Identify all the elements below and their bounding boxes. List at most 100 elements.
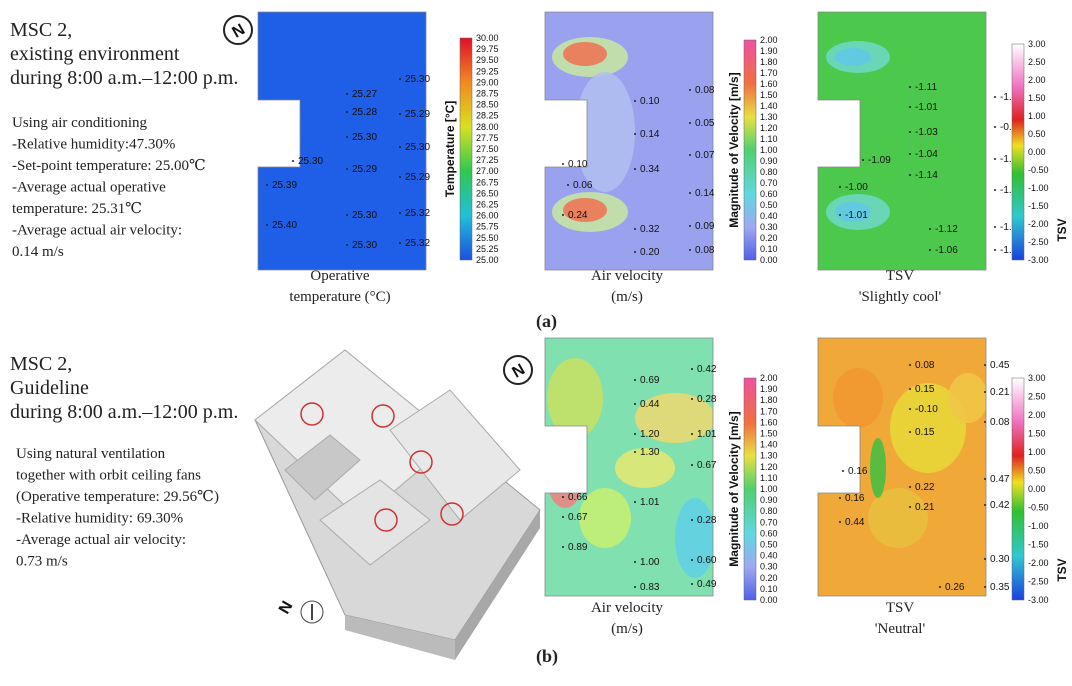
colorbar-tick-label: 0.50 [760, 540, 778, 550]
point-marker [984, 478, 986, 480]
map-region [563, 42, 607, 66]
point-label: 25.29 [405, 172, 430, 183]
colorbar-tick-label: 1.80 [760, 395, 778, 405]
point-marker [909, 506, 911, 508]
point-label: -1.04 [1000, 185, 1023, 196]
point-marker [562, 163, 564, 165]
point-label: 0.08 [695, 245, 715, 256]
colorbar-tick-label: -2.50 [1028, 237, 1049, 247]
colorbar-tick-label: 1.70 [760, 68, 778, 78]
colorbar-tick-label: 26.75 [476, 177, 499, 187]
point-label: 25.30 [405, 74, 430, 85]
colorbar-title: TSV [1055, 558, 1069, 581]
point-marker [994, 226, 996, 228]
map-base [258, 12, 426, 270]
colorbar-tick-label: 2.50 [1028, 57, 1046, 67]
point-label: -1.03 [915, 127, 938, 138]
panel-title: during 8:00 a.m.–12:00 p.m. [10, 401, 238, 423]
point-label: 0.34 [640, 164, 660, 175]
point-marker [634, 133, 636, 135]
point-marker [346, 168, 348, 170]
point-marker [994, 249, 996, 251]
colorbar-tick-label: 0.50 [1028, 466, 1046, 476]
colorbar-tick-label: 1.50 [760, 429, 778, 439]
colorbar-tick-label: 29.25 [476, 66, 499, 76]
point-label: 0.28 [697, 394, 717, 405]
point-label: -1.09 [868, 155, 891, 166]
panel-note: -Relative humidity: 69.30% [16, 511, 183, 527]
point-label: 0.08 [990, 417, 1010, 428]
point-marker [634, 403, 636, 405]
point-marker [634, 586, 636, 588]
colorbar-tick-label: 0.80 [760, 506, 778, 516]
panel-note: Using natural ventilation [16, 446, 166, 462]
point-marker [399, 113, 401, 115]
panel-note: -Average actual air velocity: [16, 532, 186, 548]
colorbar-tick-label: 0.20 [760, 573, 778, 583]
panel-title: during 8:00 a.m.–12:00 p.m. [10, 67, 238, 89]
colorbar [459, 37, 473, 261]
point-label: 0.69 [640, 375, 660, 386]
point-marker [984, 421, 986, 423]
point-marker [839, 497, 841, 499]
panel-note: (Operative temperature: 29.56℃) [16, 489, 219, 505]
point-marker [939, 586, 941, 588]
point-label: 25.29 [352, 164, 377, 175]
colorbar-tick-label: 26.25 [476, 200, 499, 210]
map-caption: 'Slightly cool' [859, 289, 942, 305]
colorbar [1011, 43, 1025, 261]
point-label: 1.30 [640, 447, 660, 458]
colorbar-tick-label: 1.40 [760, 440, 778, 450]
map-region [870, 438, 886, 498]
map-region [868, 488, 928, 548]
colorbar-title: TSV [1055, 218, 1069, 241]
colorbar-tick-label: 1.90 [760, 46, 778, 56]
point-label: 0.67 [568, 512, 588, 523]
colorbar-tick-label: 1.10 [760, 134, 778, 144]
map-region [575, 72, 635, 192]
point-marker [634, 251, 636, 253]
colorbar-tick-label: 1.20 [760, 462, 778, 472]
map-caption: (m/s) [611, 289, 643, 305]
point-label: 0.28 [697, 515, 717, 526]
panel-label: (a) [536, 311, 557, 332]
colorbar-tick-label: 1.50 [1028, 93, 1046, 103]
point-label: 0.09 [695, 221, 715, 232]
point-marker [909, 486, 911, 488]
colorbar-title: Temperature [°C] [443, 101, 457, 198]
colorbar-tick-label: 2.00 [760, 373, 778, 383]
map-caption: TSV [886, 268, 915, 284]
colorbar-tick-label: 1.50 [760, 90, 778, 100]
map-caption: Operative [310, 268, 369, 284]
point-label: 0.22 [915, 482, 935, 493]
map-caption: 'Neutral' [875, 621, 926, 637]
panel-note: Using air conditioning [12, 115, 147, 131]
point-marker [399, 212, 401, 214]
panel-note: together with orbit ceiling fans [16, 468, 201, 484]
point-label: 0.47 [990, 474, 1010, 485]
point-label: 0.16 [848, 466, 868, 477]
point-marker [562, 214, 564, 216]
point-marker [909, 388, 911, 390]
point-marker [562, 516, 564, 518]
colorbar-tick-label: 0.40 [760, 551, 778, 561]
colorbar-tick-label: 1.90 [760, 384, 778, 394]
map-region [835, 202, 871, 222]
point-label: 0.16 [845, 493, 865, 504]
panel-note: -Average actual operative [12, 180, 166, 196]
point-label: 0.21 [915, 502, 935, 513]
point-marker [399, 146, 401, 148]
point-marker [689, 89, 691, 91]
point-label: 25.30 [298, 156, 323, 167]
colorbar-tick-label: 0.40 [760, 211, 778, 221]
colorbar-tick-label: 0.70 [760, 517, 778, 527]
colorbar-tick-label: 2.50 [1028, 392, 1046, 402]
colorbar-tick-label: -2.50 [1028, 577, 1049, 587]
colorbar-tick-label: 1.50 [1028, 429, 1046, 439]
point-label: 0.44 [640, 399, 660, 410]
panel-label: (b) [536, 646, 558, 667]
point-marker [994, 96, 996, 98]
point-marker [984, 586, 986, 588]
point-marker [634, 451, 636, 453]
